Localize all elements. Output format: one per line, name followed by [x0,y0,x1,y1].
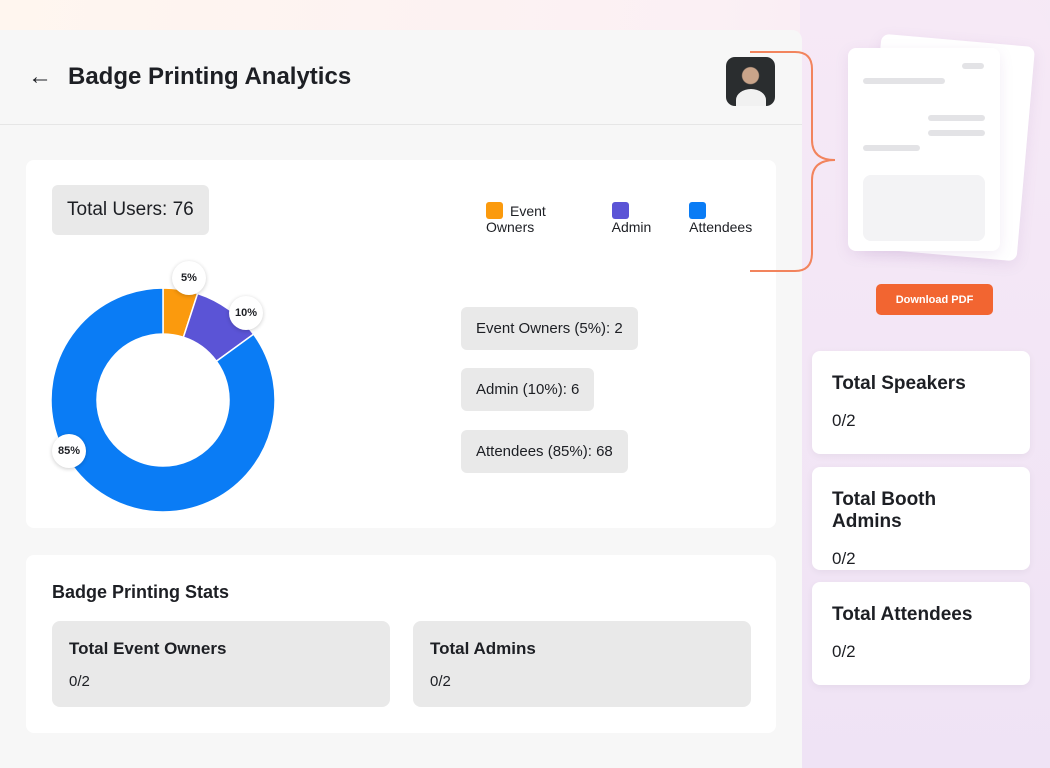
legend-swatch [689,202,707,219]
donut-chart [50,287,276,513]
slice-label-event-owners: 5% [172,261,206,295]
summary-attendees: Attendees (85%): 68 [461,430,628,473]
side-card-total-booth-admins: Total Booth Admins 0/2 [812,467,1030,570]
download-pdf-button[interactable]: Download PDF [876,284,993,315]
legend-item-event-owners: Event Owners [486,202,546,235]
arrow-left-icon[interactable]: ← [28,63,52,90]
stat-total-admins: Total Admins 0/2 [413,621,751,707]
page-title: Badge Printing Analytics [68,63,352,90]
summary-event-owners: Event Owners (5%): 2 [461,307,638,350]
slice-label-admin: 10% [229,296,263,330]
side-card-total-speakers: Total Speakers 0/2 [812,351,1030,454]
chart-legend: Event Owners Admin Attendees [486,202,776,235]
legend-swatch [486,202,503,219]
bracket-connector [750,51,836,272]
header: ← Badge Printing Analytics [0,30,802,125]
badge-stats-card: Badge Printing Stats Total Event Owners 0… [26,555,776,733]
legend-item-admin: Admin [611,202,676,235]
main-panel: ← Badge Printing Analytics Total Users: … [0,30,802,768]
slice-label-attendees: 85% [52,434,86,468]
stats-title: Badge Printing Stats [52,582,230,602]
summary-admin: Admin (10%): 6 [461,368,595,411]
slice-attendees [50,287,276,513]
legend-item-attendees: Attendees [689,202,776,235]
legend-swatch [611,202,629,219]
document-preview [848,48,1000,251]
side-card-total-attendees: Total Attendees 0/2 [812,582,1030,685]
total-users-badge: Total Users: 76 [52,185,209,235]
avatar[interactable] [726,57,775,106]
users-overview-card: Total Users: 76 Event Owners Admin Atten… [26,160,776,528]
stat-total-event-owners: Total Event Owners 0/2 [52,621,390,707]
